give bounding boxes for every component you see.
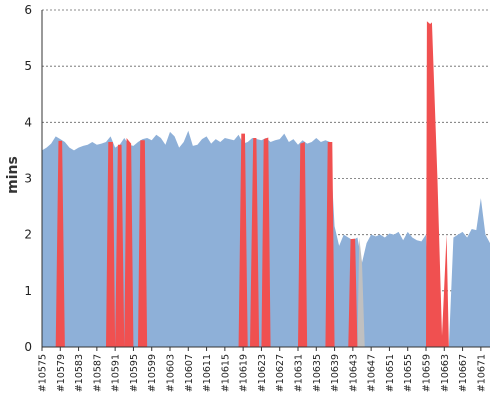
x-tick-label: #10635 bbox=[312, 354, 323, 392]
unstable-area bbox=[357, 237, 365, 347]
y-tick-label: 2 bbox=[24, 228, 32, 242]
x-tick-label: #10591 bbox=[111, 354, 122, 392]
x-tick-label: #10607 bbox=[184, 354, 195, 392]
y-tick-label: 1 bbox=[24, 284, 32, 298]
x-tick-label: #10599 bbox=[147, 354, 158, 392]
plot-area bbox=[42, 21, 490, 347]
y-tick-label: 0 bbox=[24, 340, 32, 354]
x-tick-label: #10655 bbox=[403, 354, 414, 392]
x-tick-label: #10627 bbox=[275, 354, 286, 392]
x-tick-label: #10651 bbox=[385, 354, 396, 392]
x-tick-label: #10659 bbox=[422, 354, 433, 392]
x-tick-label: #10631 bbox=[294, 354, 305, 392]
y-axis: 0 1 2 3 4 5 6 bbox=[24, 3, 43, 354]
x-tick-label: #10623 bbox=[257, 354, 268, 392]
y-tick-label: 3 bbox=[24, 172, 32, 186]
x-tick-label: #10671 bbox=[476, 354, 487, 392]
x-tick-label: #10615 bbox=[220, 354, 231, 392]
y-axis-label: mins bbox=[5, 156, 21, 194]
x-tick-label: #10603 bbox=[166, 354, 177, 392]
x-tick-label: #10647 bbox=[367, 354, 378, 392]
x-tick-label: #10663 bbox=[440, 354, 451, 392]
x-tick-label: #10619 bbox=[239, 354, 250, 392]
y-tick-label: 4 bbox=[24, 115, 32, 129]
y-tick-label: 6 bbox=[24, 3, 32, 17]
x-tick-label: #10583 bbox=[74, 354, 85, 392]
x-tick-label: #10587 bbox=[92, 354, 103, 392]
x-tick-label: #10643 bbox=[348, 354, 359, 392]
x-tick-label: #10611 bbox=[202, 354, 213, 392]
x-tick-label: #10579 bbox=[56, 354, 67, 392]
x-tick-label: #10667 bbox=[458, 354, 469, 392]
y-tick-label: 5 bbox=[24, 59, 32, 73]
x-axis: #10575 #10579 #10583 #10587 #10591 #10595 #105… bbox=[38, 346, 490, 392]
x-tick-label: #10639 bbox=[330, 354, 341, 392]
x-tick-label: #10595 bbox=[129, 354, 140, 392]
fail-area bbox=[55, 21, 449, 347]
x-tick-label: #10575 bbox=[38, 354, 49, 392]
